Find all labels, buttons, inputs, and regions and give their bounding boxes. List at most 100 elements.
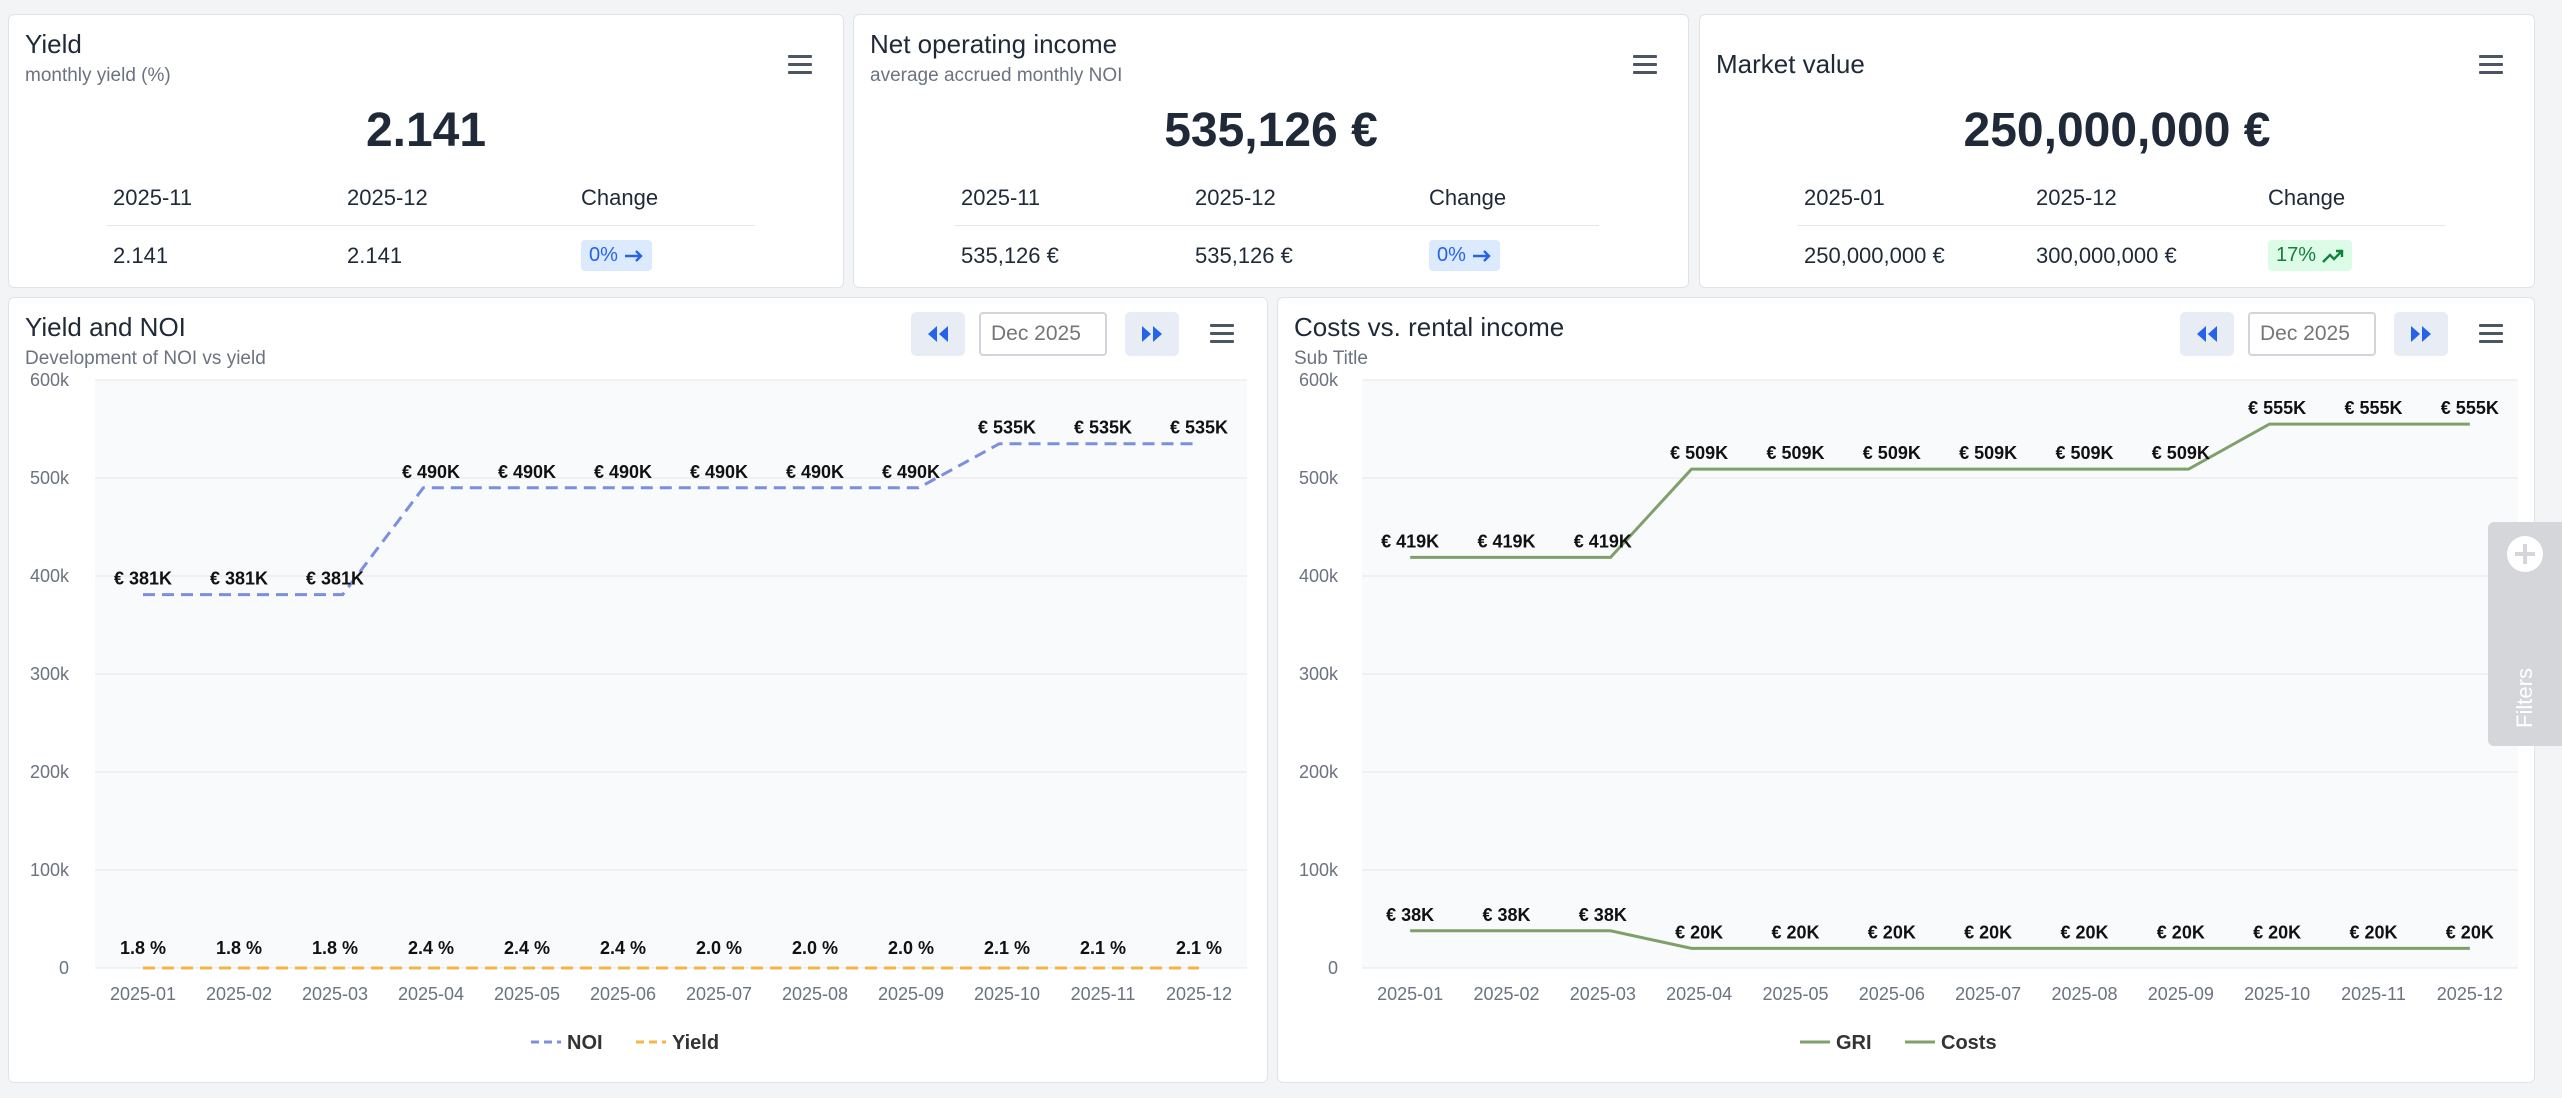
x-tick-label: 2025-03	[1570, 984, 1636, 1004]
series-line-gri	[1410, 422, 2470, 559]
card-title: Net operating income	[870, 29, 1118, 59]
data-label: € 38K	[1482, 905, 1530, 925]
y-tick-label: 200k	[1299, 762, 1339, 782]
data-label: € 419K	[1381, 531, 1439, 551]
menu-icon[interactable]	[783, 47, 817, 81]
table-cell: 300,000,000 €	[2036, 242, 2177, 268]
data-label: € 20K	[2446, 922, 2494, 942]
menu-icon[interactable]	[1205, 316, 1239, 350]
kpi-table: 2025-01 2025-12 Change 250,000,000 € 300…	[1798, 185, 2446, 271]
chart-card-yield-noi: Yield and NOI Development of NOI vs yiel…	[8, 297, 1268, 1083]
data-label: € 20K	[2349, 922, 2397, 942]
next-period-button[interactable]	[2394, 312, 2448, 356]
chart-subtitle: Development of NOI vs yield	[25, 348, 266, 369]
y-tick-label: 300k	[30, 664, 70, 684]
x-tick-label: 2025-07	[686, 984, 752, 1004]
filters-label: Filters	[2512, 668, 2537, 728]
column-header: 2025-01	[1798, 185, 2030, 226]
next-period-button[interactable]	[1125, 312, 1179, 356]
previous-period-button[interactable]	[911, 312, 965, 356]
x-tick-label: 2025-02	[206, 984, 272, 1004]
card-subtitle: monthly yield (%)	[25, 65, 171, 86]
kpi-value: 2.141	[365, 104, 487, 157]
legend-label: NOI	[567, 1032, 603, 1054]
legend-label: GRI	[1836, 1032, 1872, 1054]
legend-item-costs[interactable]: Costs	[1905, 1032, 1997, 1054]
y-tick-label: 400k	[1299, 566, 1339, 586]
table-cell: 2.141	[347, 242, 403, 268]
card-title: Yield	[25, 29, 82, 59]
change-badge: 0%	[581, 240, 652, 271]
kpi-table: 2025-11 2025-12 Change 2.141 2.141 0%	[107, 185, 755, 271]
change-value: 17%	[2276, 244, 2317, 266]
data-label: 2.0 %	[696, 938, 742, 958]
column-header: 2025-11	[955, 185, 1189, 226]
legend-item-yield[interactable]: Yield	[636, 1032, 719, 1054]
arrow-right-icon	[1472, 249, 1491, 262]
series-line-costs	[1410, 929, 2470, 950]
x-tick-label: 2025-06	[590, 984, 656, 1004]
data-label: € 419K	[1477, 531, 1535, 551]
yield-noi-chart: 0 100k 200k 300k 400k 500k 600k 2025-01 2025-02 2…	[30, 370, 1247, 1054]
kpi-card-noi: Net operating income average accrued mon…	[853, 14, 1689, 288]
add-filter-icon[interactable]	[2507, 536, 2543, 572]
menu-icon[interactable]	[2474, 316, 2508, 350]
y-tick-label: 600k	[1299, 370, 1339, 390]
legend-label: Yield	[672, 1032, 719, 1054]
y-tick-label: 300k	[1299, 664, 1339, 684]
y-tick-label: 0	[59, 958, 69, 978]
double-chevron-left-icon	[928, 326, 948, 342]
data-label: 2.4 %	[408, 938, 454, 958]
x-tick-label: 2025-04	[398, 984, 464, 1004]
x-tick-label: 2025-09	[2148, 984, 2214, 1004]
data-label: € 555K	[2441, 398, 2499, 418]
data-label: € 38K	[1579, 905, 1627, 925]
data-label: € 20K	[1771, 922, 1819, 942]
menu-icon[interactable]	[1628, 47, 1662, 81]
data-label: 2.4 %	[504, 938, 550, 958]
x-tick-label: 2025-11	[1071, 984, 1136, 1004]
costs-rental-chart: 0 100k 200k 300k 400k 500k 600k 2025-01 2025-02 2…	[1299, 370, 2518, 1054]
data-label: € 20K	[2253, 922, 2301, 942]
data-label: 2.1 %	[1176, 938, 1222, 958]
column-header: Change	[575, 185, 755, 226]
column-header: 2025-12	[2030, 185, 2262, 226]
data-label: € 509K	[2055, 443, 2113, 463]
card-title: Market value	[1716, 49, 1865, 79]
kpi-value: 250,000,000 €	[1963, 104, 2271, 157]
y-tick-label: 100k	[30, 860, 70, 880]
legend-item-noi[interactable]: NOI	[531, 1032, 603, 1054]
x-tick-label: 2025-08	[782, 984, 848, 1004]
data-label: € 20K	[1964, 922, 2012, 942]
legend-item-gri[interactable]: GRI	[1800, 1032, 1872, 1054]
x-tick-label: 2025-12	[2437, 984, 2503, 1004]
menu-icon[interactable]	[2474, 47, 2508, 81]
x-tick-label: 2025-12	[1166, 984, 1232, 1004]
legend-label: Costs	[1941, 1032, 1997, 1054]
x-tick-label: 2025-03	[302, 984, 368, 1004]
x-tick-label: 2025-07	[1955, 984, 2021, 1004]
filters-panel-toggle[interactable]: Filters	[2488, 522, 2562, 746]
x-tick-label: 2025-01	[1377, 984, 1443, 1004]
column-header: Change	[1423, 185, 1599, 226]
chart-card-costs-rental: Costs vs. rental income Sub Title 0 100k 2…	[1277, 297, 2535, 1083]
data-label: 1.8 %	[120, 938, 166, 958]
data-label: € 509K	[1766, 443, 1824, 463]
y-tick-label: 100k	[1299, 860, 1339, 880]
x-tick-label: 2025-08	[2051, 984, 2117, 1004]
previous-period-button[interactable]	[2180, 312, 2234, 356]
column-header: 2025-12	[341, 185, 575, 226]
data-label: € 419K	[1574, 531, 1632, 551]
chart-subtitle: Sub Title	[1294, 348, 1368, 369]
kpi-card-market-value: Market value 250,000,000 € 2025-01 2025-…	[1699, 14, 2535, 288]
period-date-input[interactable]	[979, 312, 1107, 356]
double-chevron-left-icon	[2197, 326, 2217, 342]
table-cell: 2.141	[113, 242, 169, 268]
table-cell: 250,000,000 €	[1804, 242, 1945, 268]
trending-up-icon	[2322, 249, 2344, 263]
x-tick-label: 2025-01	[110, 984, 176, 1004]
data-label: € 535K	[1074, 418, 1132, 438]
data-label: € 490K	[786, 462, 844, 482]
column-header: 2025-12	[1189, 185, 1423, 226]
period-date-input[interactable]	[2248, 312, 2376, 356]
